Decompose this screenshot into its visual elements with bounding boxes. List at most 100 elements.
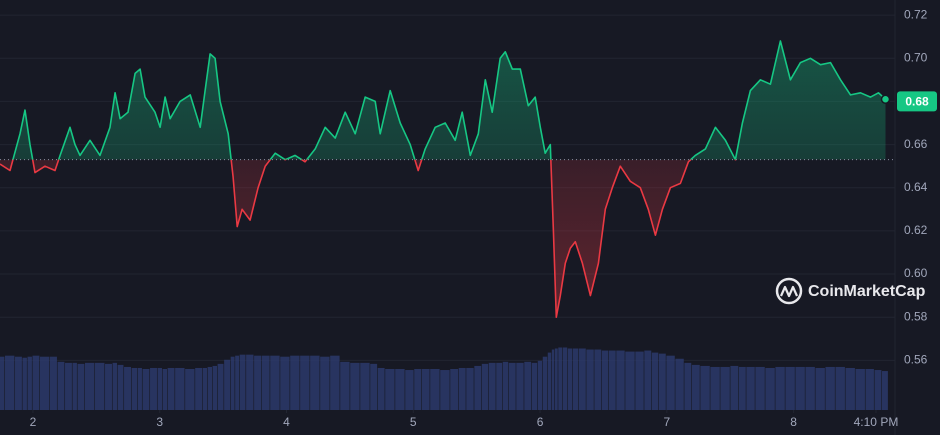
volume-bar [157, 367, 162, 410]
volume-bar [775, 366, 785, 410]
volume-bar [458, 367, 466, 410]
volume-bar [700, 365, 710, 410]
volume-bar [72, 362, 77, 410]
volume-bar [235, 355, 240, 410]
volume-bar [635, 351, 644, 410]
y-tick-label: 0.64 [904, 180, 928, 194]
volume-bar [207, 366, 212, 410]
x-tick-label: 8 [790, 415, 797, 429]
volume-bar [254, 355, 262, 410]
volume-bar [765, 367, 775, 410]
volume-bar [547, 352, 552, 410]
y-tick-label: 0.56 [904, 353, 928, 367]
volume-bar [531, 362, 538, 410]
volume-bar [385, 369, 395, 410]
volume-bar [795, 366, 805, 410]
volume-bar [137, 367, 142, 410]
volume-bar [77, 363, 85, 410]
volume-bar [508, 362, 516, 410]
volume-bar [616, 350, 625, 410]
volume-bar [755, 366, 765, 410]
volume-bar [239, 354, 246, 410]
last-point [880, 94, 891, 105]
volume-bar [65, 362, 72, 410]
volume-bar [212, 365, 218, 410]
volume-bar [57, 361, 65, 410]
volume-bar [684, 362, 692, 410]
volume-bar [112, 362, 117, 410]
volume-bar [105, 363, 112, 410]
volume-bar [224, 359, 231, 410]
volume-bar [360, 362, 370, 410]
volume-bar [481, 363, 489, 410]
volume-bar [27, 356, 32, 410]
volume-bar [730, 365, 739, 410]
volume-bar [280, 356, 290, 410]
volume-bar [450, 369, 459, 410]
volume-bar [421, 369, 430, 410]
volume-bar [340, 361, 350, 410]
volume-bar [474, 365, 482, 410]
volume-bar [150, 367, 157, 410]
watermark-logo-mark [779, 285, 799, 298]
volume-bar [0, 356, 5, 410]
volume-bar [50, 356, 57, 410]
volume-bar [84, 362, 95, 410]
volume-bar [625, 351, 635, 410]
volume-bar [15, 356, 22, 410]
volume-bar [567, 348, 573, 410]
volume-bar [691, 364, 700, 410]
volume-bar [217, 363, 224, 410]
volume-bar [785, 366, 795, 410]
volume-bar [270, 355, 280, 410]
volume-bar [32, 355, 40, 410]
volume-bar [542, 356, 548, 410]
volume-bar [195, 367, 203, 410]
volume-bar [558, 347, 563, 410]
x-tick-label: 2 [30, 415, 37, 429]
volume-bar [22, 357, 27, 410]
price-line-up [12, 40, 887, 160]
volume-bar [202, 367, 207, 410]
y-tick-label: 0.60 [904, 266, 928, 280]
y-tick-label: 0.66 [904, 137, 928, 151]
volume-bar [124, 366, 131, 410]
volume-bar [167, 367, 175, 410]
volume-bar [537, 360, 543, 410]
volume-bar [440, 370, 450, 410]
area-up [0, 41, 886, 160]
volume-bar [310, 355, 320, 410]
volume-bar [370, 363, 378, 410]
watermark-text: CoinMarketCap [808, 283, 926, 300]
volume-bar [117, 364, 124, 410]
volume-bar [290, 355, 300, 410]
volume-bar [405, 370, 414, 410]
volume-bar [855, 369, 865, 410]
volume-bar [845, 367, 855, 410]
volume-bar [710, 366, 720, 410]
volume-bar [551, 349, 555, 410]
volume-bar [350, 362, 360, 410]
volume-bar [882, 371, 888, 410]
volume-bar [865, 369, 874, 410]
volume-bar [666, 355, 675, 410]
volume-bar [562, 347, 568, 410]
volume-bar [488, 362, 496, 410]
price-badge-label: 0.68 [905, 95, 929, 109]
volume-bar [746, 366, 755, 410]
area-down [0, 159, 736, 318]
volume-bar [554, 348, 558, 410]
volume-bar [524, 361, 532, 410]
volume-bar [805, 366, 815, 410]
volume-bar [430, 369, 440, 410]
y-tick-label: 0.72 [904, 7, 928, 21]
x-tick-label: 4:10 PM [854, 415, 899, 429]
price-badge [897, 91, 937, 112]
volume-bar [246, 354, 254, 410]
x-tick-label: 3 [156, 415, 163, 429]
y-tick-label: 0.70 [904, 50, 928, 64]
volume-bar [5, 355, 15, 410]
volume-bar [815, 367, 825, 410]
volume-bar [162, 369, 167, 410]
